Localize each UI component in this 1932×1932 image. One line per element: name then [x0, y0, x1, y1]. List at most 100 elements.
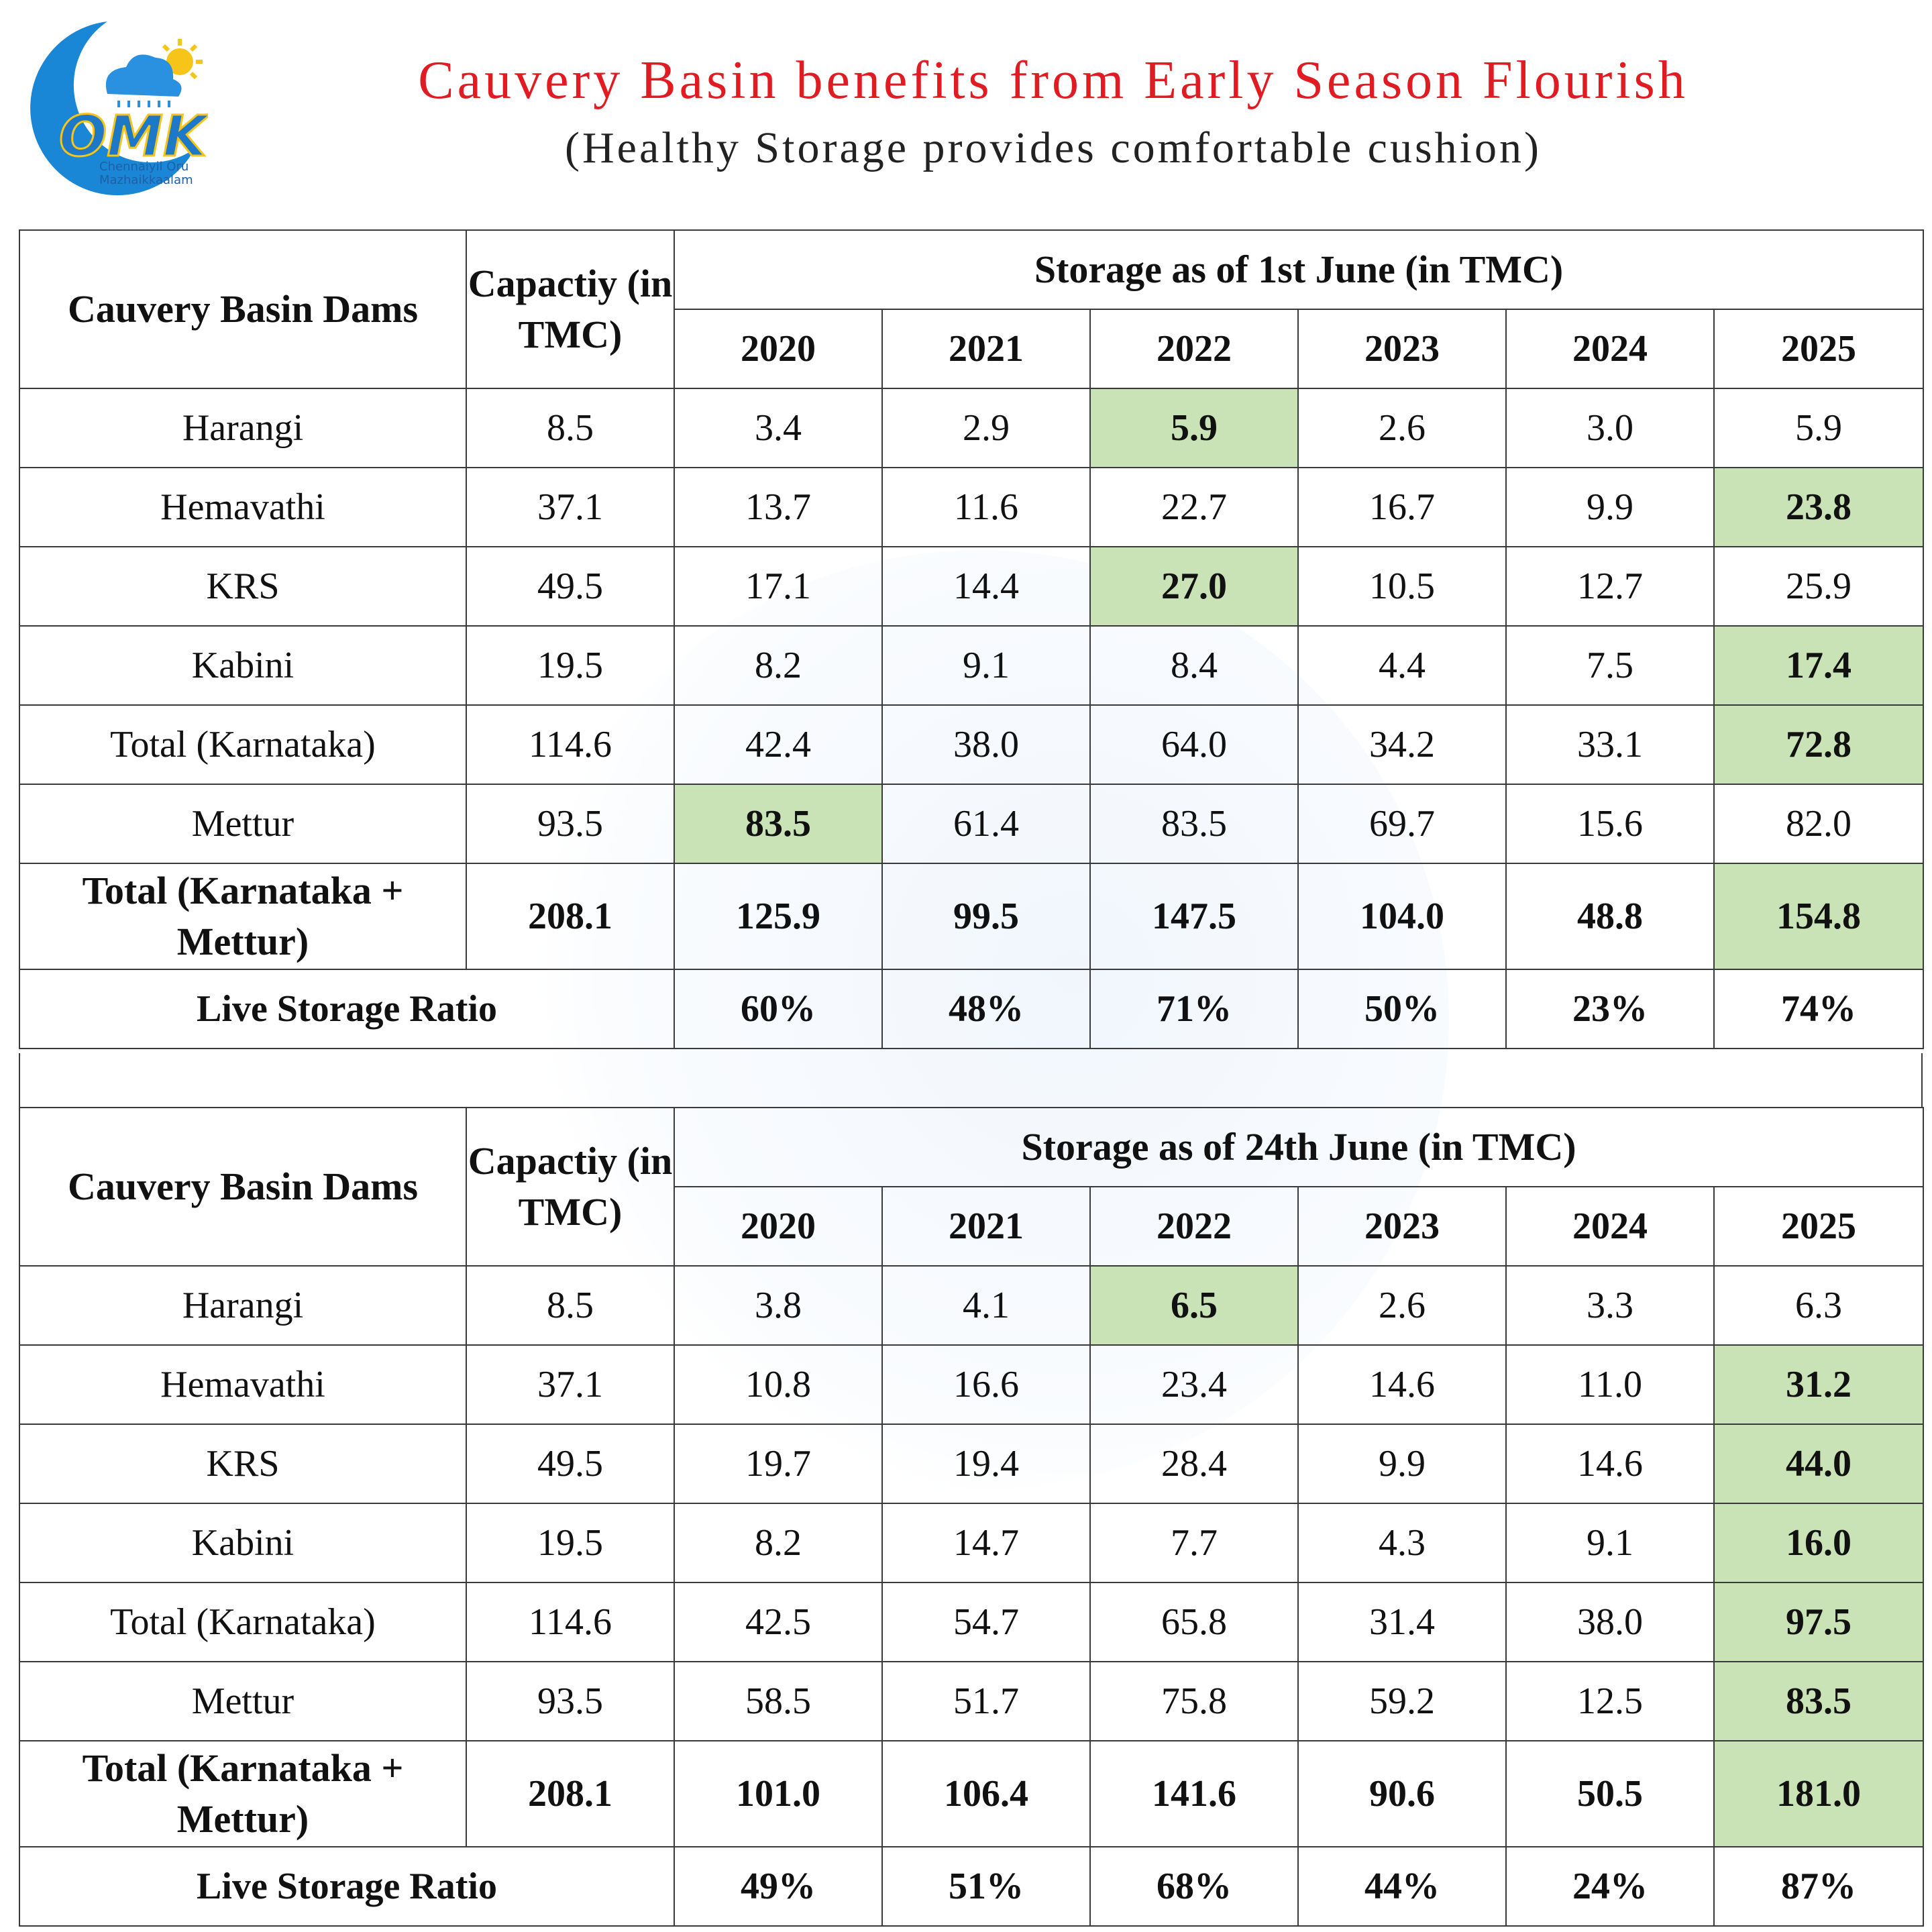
storage-value: 8.2	[674, 625, 883, 706]
storage-value: 23.8	[1713, 467, 1925, 547]
storage-value: 58.5	[674, 1661, 883, 1741]
year-cell: 2024	[1505, 1186, 1715, 1267]
storage-value: 38.0	[1505, 1582, 1715, 1662]
storage-value: 34.2	[1297, 704, 1507, 785]
year-cell: 2022	[1089, 309, 1299, 389]
storage-value: 17.1	[674, 546, 883, 627]
storage-value: 4.1	[881, 1265, 1091, 1346]
total-capacity: 208.1	[466, 1740, 675, 1847]
storage-value: 2.6	[1297, 1265, 1507, 1346]
year-cell: 2023	[1297, 1186, 1507, 1267]
storage-value: 14.4	[881, 546, 1091, 627]
storage-value: 14.6	[1505, 1424, 1715, 1504]
total-value: 125.9	[674, 863, 883, 970]
ratio-value: 23%	[1505, 969, 1715, 1049]
dams-header: Cauvery Basin Dams	[19, 229, 467, 389]
storage-value: 12.5	[1505, 1661, 1715, 1741]
storage-value: 22.7	[1089, 467, 1299, 547]
storage-value: 4.4	[1297, 625, 1507, 706]
ratio-value: 74%	[1713, 969, 1925, 1049]
dam-capacity: 93.5	[466, 1661, 675, 1741]
ratio-value: 60%	[674, 969, 883, 1049]
storage-header: Storage as of 1st June (in TMC)	[673, 229, 1925, 310]
total-label-line2: Mettur)	[176, 920, 309, 963]
total-value: 50.5	[1505, 1740, 1715, 1847]
page-subtitle: (Healthy Storage provides comfortable cu…	[565, 123, 1542, 172]
logo-line2: Mazhaikkaalam	[99, 173, 193, 187]
dam-name: Kabini	[19, 625, 467, 706]
storage-value: 16.7	[1297, 467, 1507, 547]
storage-value: 11.6	[881, 467, 1091, 547]
dam-row: KRS 49.5 19.7 19.4 28.4 9.9 14.6 44.0	[19, 1424, 1925, 1504]
ratio-row: Live Storage Ratio 49% 51% 68% 44% 24% 8…	[19, 1846, 1925, 1927]
storage-value: 16.6	[881, 1344, 1091, 1425]
storage-value: 82.0	[1713, 784, 1925, 864]
storage-value: 75.8	[1089, 1661, 1299, 1741]
dam-name: Kabini	[19, 1503, 467, 1583]
storage-value: 54.7	[881, 1582, 1091, 1662]
storage-value: 9.9	[1505, 467, 1715, 547]
storage-value: 6.5	[1089, 1265, 1299, 1346]
storage-value: 72.8	[1713, 704, 1925, 785]
total-value: 154.8	[1713, 863, 1925, 970]
dam-capacity: 8.5	[466, 388, 675, 468]
storage-value: 8.4	[1089, 625, 1299, 706]
dam-row: Hemavathi 37.1 10.8 16.6 23.4 14.6 11.0 31.2	[19, 1344, 1925, 1425]
ratio-value: 51%	[881, 1846, 1091, 1927]
storage-value: 16.0	[1713, 1503, 1925, 1583]
storage-value: 61.4	[881, 784, 1091, 864]
dam-capacity: 49.5	[466, 546, 675, 627]
dam-name: Mettur	[19, 784, 467, 864]
total-label-line2: Mettur)	[176, 1797, 309, 1841]
ratio-value: 44%	[1297, 1846, 1507, 1927]
year-cell: 2021	[881, 309, 1091, 389]
storage-value: 14.6	[1297, 1344, 1507, 1425]
storage-value: 8.2	[674, 1503, 883, 1583]
storage-value: 31.2	[1713, 1344, 1925, 1425]
year-cell: 2025	[1713, 1186, 1925, 1267]
storage-value: 33.1	[1505, 704, 1715, 785]
storage-value: 11.0	[1505, 1344, 1715, 1425]
dam-name: Total (Karnataka)	[19, 1582, 467, 1662]
dam-name: Hemavathi	[19, 1344, 467, 1425]
storage-value: 31.4	[1297, 1582, 1507, 1662]
total-value: 106.4	[881, 1740, 1091, 1847]
page-title: Cauvery Basin benefits from Early Season…	[418, 51, 1688, 110]
ratio-value: 48%	[881, 969, 1091, 1049]
dam-row: Kabini 19.5 8.2 14.7 7.7 4.3 9.1 16.0	[19, 1503, 1925, 1583]
total-value: 141.6	[1089, 1740, 1299, 1847]
total-value: 181.0	[1713, 1740, 1925, 1847]
dam-row: KRS 49.5 17.1 14.4 27.0 10.5 12.7 25.9	[19, 546, 1925, 627]
storage-value: 25.9	[1713, 546, 1925, 627]
dam-row: Total (Karnataka) 114.6 42.4 38.0 64.0 34.2 33…	[19, 704, 1925, 785]
total-value: 99.5	[881, 863, 1091, 970]
storage-value: 27.0	[1089, 546, 1299, 627]
storage-value: 19.7	[674, 1424, 883, 1504]
storage-value: 3.8	[674, 1265, 883, 1346]
year-row: 2020 2021 2022 2023 2024 2025	[19, 309, 1925, 389]
dam-row: Mettur 93.5 58.5 51.7 75.8 59.2 12.5 83.5	[19, 1661, 1925, 1741]
table-spacer	[19, 1053, 1923, 1107]
storage-value: 15.6	[1505, 784, 1715, 864]
storage-value: 64.0	[1089, 704, 1299, 785]
storage-value: 42.4	[674, 704, 883, 785]
total-capacity: 208.1	[466, 863, 675, 970]
rain-icon	[117, 101, 170, 107]
year-cell: 2020	[674, 1186, 883, 1267]
dam-capacity: 114.6	[466, 704, 675, 785]
storage-value: 10.5	[1297, 546, 1507, 627]
dam-capacity: 37.1	[466, 467, 675, 547]
storage-table-24th-june: Cauvery Basin Dams Capactiy (in TMC) Sto…	[19, 1107, 1925, 1927]
total-row: Total (Karnataka + Mettur) 208.1 101.0 10…	[19, 1740, 1925, 1847]
storage-value: 59.2	[1297, 1661, 1507, 1741]
storage-value: 9.1	[881, 625, 1091, 706]
dam-capacity: 19.5	[466, 625, 675, 706]
storage-value: 17.4	[1713, 625, 1925, 706]
ratio-value: 24%	[1505, 1846, 1715, 1927]
dam-capacity: 19.5	[466, 1503, 675, 1583]
total-label: Total (Karnataka + Mettur)	[19, 863, 467, 970]
storage-value: 83.5	[1089, 784, 1299, 864]
storage-value: 97.5	[1713, 1582, 1925, 1662]
total-value: 104.0	[1297, 863, 1507, 970]
ratio-value: 68%	[1089, 1846, 1299, 1927]
